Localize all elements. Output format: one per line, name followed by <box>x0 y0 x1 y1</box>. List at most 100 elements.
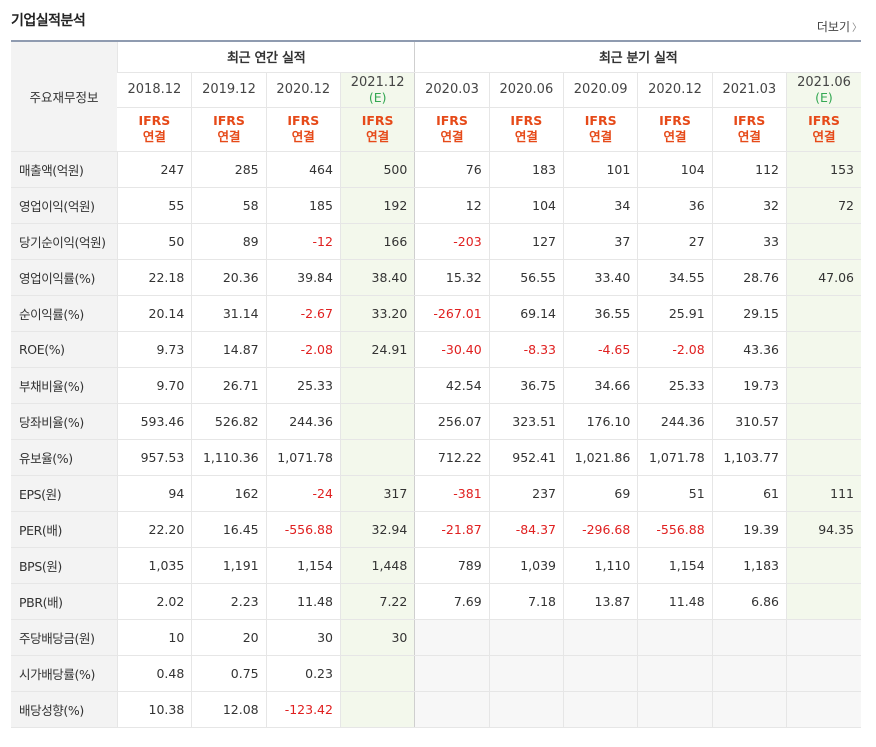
table-cell: -30.40 <box>414 331 490 368</box>
table-cell <box>711 618 787 656</box>
table-cell: 47.06 <box>785 258 861 296</box>
table-cell: -2.08 <box>637 331 713 368</box>
table-cell: -556.88 <box>265 511 341 548</box>
table-row: 부채비율(%) 9.70 26.71 25.33 42.54 36.75 34.66 25.3… <box>11 366 861 404</box>
ifrs-label: IFRS <box>510 113 543 128</box>
table-row: 영업이익(억원) 55 58 185 192 12 104 34 36 32 72 <box>11 187 861 224</box>
table-cell: 27 <box>637 223 713 260</box>
table-row: ROE(%) 9.73 14.87 -2.08 24.91 -30.40 -8.33 -4.6… <box>11 331 861 368</box>
table-cell: 36 <box>637 187 713 224</box>
table-cell: 9.73 <box>116 331 192 368</box>
table-cell: 952.41 <box>488 439 564 476</box>
table-cell: -203 <box>414 223 490 260</box>
table-cell: 33.40 <box>562 258 638 296</box>
table-cell: 1,110.36 <box>191 439 267 476</box>
row-label: 부채비율(%) <box>11 366 118 404</box>
table-row: PBR(배) 2.02 2.23 11.48 7.22 7.69 7.18 13.87 11.4… <box>11 583 861 620</box>
table-cell: 192 <box>339 187 415 224</box>
table-row: EPS(원) 94 162 -24 317 -381 237 69 51 61 111 <box>11 474 861 512</box>
table-cell: 1,154 <box>265 547 341 584</box>
table-cell: 55 <box>116 187 192 224</box>
table-cell: 94.35 <box>785 511 861 548</box>
table-cell <box>637 618 713 656</box>
more-label: 더보기 <box>816 20 850 34</box>
ifrs-label: IFRS <box>213 113 245 128</box>
table-row: 유보율(%) 957.53 1,110.36 1,071.78 712.22 952.41… <box>11 439 861 476</box>
table-cell: 39.84 <box>265 258 341 296</box>
estimate-mark: (E) <box>368 89 387 105</box>
table-row: 매출액(억원) 247 285 464 500 76 183 101 104 112 153 <box>11 151 861 188</box>
table-cell: -4.65 <box>562 331 638 368</box>
table-cell: 1,021.86 <box>562 439 638 476</box>
table-cell: 51 <box>637 474 713 512</box>
more-link[interactable]: 더보기 〉 <box>817 18 862 35</box>
table-cell <box>339 655 415 692</box>
row-label: 시가배당률(%) <box>11 655 118 692</box>
table-cell: 13.87 <box>562 583 638 620</box>
table-cell <box>711 655 787 692</box>
table-cell: -267.01 <box>414 295 490 332</box>
table-cell: 25.33 <box>265 366 341 404</box>
ifrs-label: IFRS <box>808 113 840 128</box>
table-cell: 526.82 <box>191 403 267 440</box>
table-cell <box>339 403 415 440</box>
table-cell: 25.91 <box>637 295 713 332</box>
table-cell: 712.22 <box>414 439 490 476</box>
ifrs-label: IFRS <box>733 113 766 128</box>
table-cell: 89 <box>191 223 267 260</box>
table-row: 순이익률(%) 20.14 31.14 -2.67 33.20 -267.01 69.14 3… <box>11 295 861 332</box>
table-cell: 0.75 <box>191 655 267 692</box>
table-cell: 237 <box>488 474 564 512</box>
table-cell: 183 <box>488 151 564 188</box>
consolidated-label: 연결 <box>142 129 166 144</box>
table-cell <box>785 691 861 728</box>
table-cell: 58 <box>191 187 267 224</box>
table-cell: 162 <box>191 474 267 512</box>
table-cell: 28.76 <box>711 258 787 296</box>
table-cell: 244.36 <box>637 403 713 440</box>
table-cell: 1,103.77 <box>711 439 787 476</box>
table-cell <box>339 439 415 476</box>
row-label: BPS(원) <box>11 547 118 584</box>
table-cell <box>488 618 564 656</box>
table-cell: 6.86 <box>711 583 787 620</box>
table-cell: 1,448 <box>339 547 415 584</box>
table-cell <box>414 691 490 728</box>
ifrs-label: IFRS <box>138 113 171 128</box>
table-cell: 12 <box>414 187 490 224</box>
table-cell: 76 <box>414 151 490 188</box>
row-label: 주당배당금(원) <box>11 618 118 656</box>
table-cell: -8.33 <box>488 331 564 368</box>
table-cell <box>562 618 638 656</box>
table-cell: 789 <box>414 547 490 584</box>
table-cell: 957.53 <box>116 439 192 476</box>
table-cell: 185 <box>265 187 341 224</box>
table-cell: 24.91 <box>339 331 415 368</box>
estimate-mark: (E) <box>815 89 833 105</box>
table-cell: 72 <box>785 187 861 224</box>
table-row: BPS(원) 1,035 1,191 1,154 1,448 789 1,039 1,110 1… <box>11 547 861 584</box>
table-row: 당기순이익(억원) 50 89 -12 166 -203 127 37 27 33 <box>11 223 861 260</box>
table-cell: 25.33 <box>637 366 713 404</box>
consolidated-label: 연결 <box>217 129 241 144</box>
table-cell: 127 <box>488 223 564 260</box>
row-label: 영업이익(억원) <box>11 187 118 224</box>
table-cell: 50 <box>116 223 192 260</box>
table-cell: 7.69 <box>414 583 490 620</box>
ifrs-badge: IFRS 연결 <box>562 107 638 152</box>
table-cell: 1,071.78 <box>265 439 341 476</box>
table-cell: 56.55 <box>488 258 564 296</box>
table-cell: -556.88 <box>637 511 713 548</box>
table-cell: 112 <box>711 151 787 188</box>
ifrs-badge: IFRS 연결 <box>711 107 787 152</box>
table-cell <box>711 691 787 728</box>
consolidated-label: 연결 <box>514 129 538 144</box>
table-cell: 1,191 <box>191 547 267 584</box>
ifrs-badge: IFRS 연결 <box>414 107 490 152</box>
ifrs-label: IFRS <box>436 113 468 128</box>
consolidated-label: 연결 <box>737 129 761 144</box>
table-cell: 285 <box>191 151 267 188</box>
table-cell: 31.14 <box>191 295 267 332</box>
consolidated-label: 연결 <box>291 129 315 144</box>
table-row: 당좌비율(%) 593.46 526.82 244.36 256.07 323.51 176… <box>11 403 861 440</box>
